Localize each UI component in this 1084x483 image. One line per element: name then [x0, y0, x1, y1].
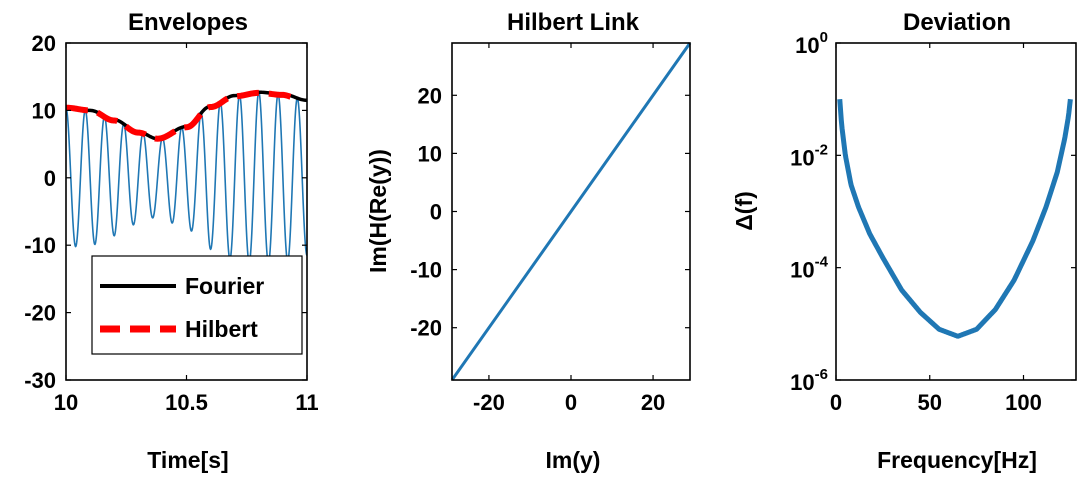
deviation-ytick-label: 10-4	[790, 254, 828, 283]
deviation-line	[837, 98, 1073, 339]
hilbert-link-line	[450, 42, 692, 381]
envelopes-xtick-label: 10.5	[165, 390, 208, 415]
envelopes-xtick-label: 10	[54, 390, 78, 415]
deviation-xtick-label: 100	[1005, 390, 1042, 415]
envelopes-title: Envelopes	[128, 9, 248, 36]
hilbert-link-ylabel: Im(H(Re(y))	[365, 149, 391, 273]
hilbert-link-ytick-label: 10	[418, 141, 442, 166]
hilbert-envelope-line	[65, 89, 296, 142]
envelopes-plot-area: Fourier Hilbert	[65, 42, 308, 381]
envelopes-xtick-label: 11	[295, 390, 318, 415]
hilbert-link-ytick-label: -20	[410, 316, 442, 341]
envelopes-ytick-label: 0	[44, 166, 56, 191]
envelopes-ytick-label: -30	[24, 368, 56, 393]
deviation-ylabel: Δ(f)	[731, 191, 757, 231]
envelopes-xlabel: Time[s]	[147, 447, 228, 473]
hilbert-link-ytick-label: 0	[430, 200, 442, 225]
envelopes-legend: Fourier Hilbert	[91, 255, 303, 355]
legend-hilbert-label: Hilbert	[185, 316, 258, 342]
envelopes-ytick-label: -20	[24, 301, 56, 326]
envelopes-ytick-label: 10	[32, 98, 56, 123]
deviation-title: Deviation	[903, 9, 1011, 36]
hilbert-link-xtick-label: -20	[473, 390, 505, 415]
deviation-ytick-label: 10-6	[790, 366, 828, 395]
deviation-ytick-label: 100	[795, 29, 828, 58]
hilbert-link-title: Hilbert Link	[507, 9, 640, 36]
signal-line	[65, 90, 308, 264]
hilbert-link-ytick-label: 20	[418, 83, 442, 108]
legend-fourier-label: Fourier	[185, 273, 264, 299]
hilbert-link-xtick-label: 20	[641, 390, 665, 415]
deviation-xtick-label: 50	[918, 390, 942, 415]
panel-envelopes: Envelopes Fourier Hilbert 10 10.5 11 -30 -20…	[24, 9, 318, 473]
deviation-xtick-label: 0	[830, 390, 842, 415]
deviation-xlabel: Frequency[Hz]	[877, 447, 1037, 473]
legend-box	[91, 255, 303, 355]
hilbert-link-ytick-label: -10	[410, 258, 442, 283]
envelopes-ytick-label: 20	[32, 31, 56, 56]
deviation-ytick-label: 10-2	[790, 141, 828, 170]
panel-hilbert-link: Hilbert Link -20 0 20 -20 -10 0 10 20 Im(y) Im(…	[365, 9, 692, 473]
hilbert-link-xlabel: Im(y)	[546, 447, 601, 473]
deviation-axes-frame	[835, 42, 1077, 381]
hilbert-link-xtick-label: 0	[565, 390, 577, 415]
envelopes-ytick-label: -10	[24, 233, 56, 258]
panel-deviation: Deviation 0 50 100 10-6 10-4 10-2 100 Frequenc…	[731, 9, 1077, 473]
